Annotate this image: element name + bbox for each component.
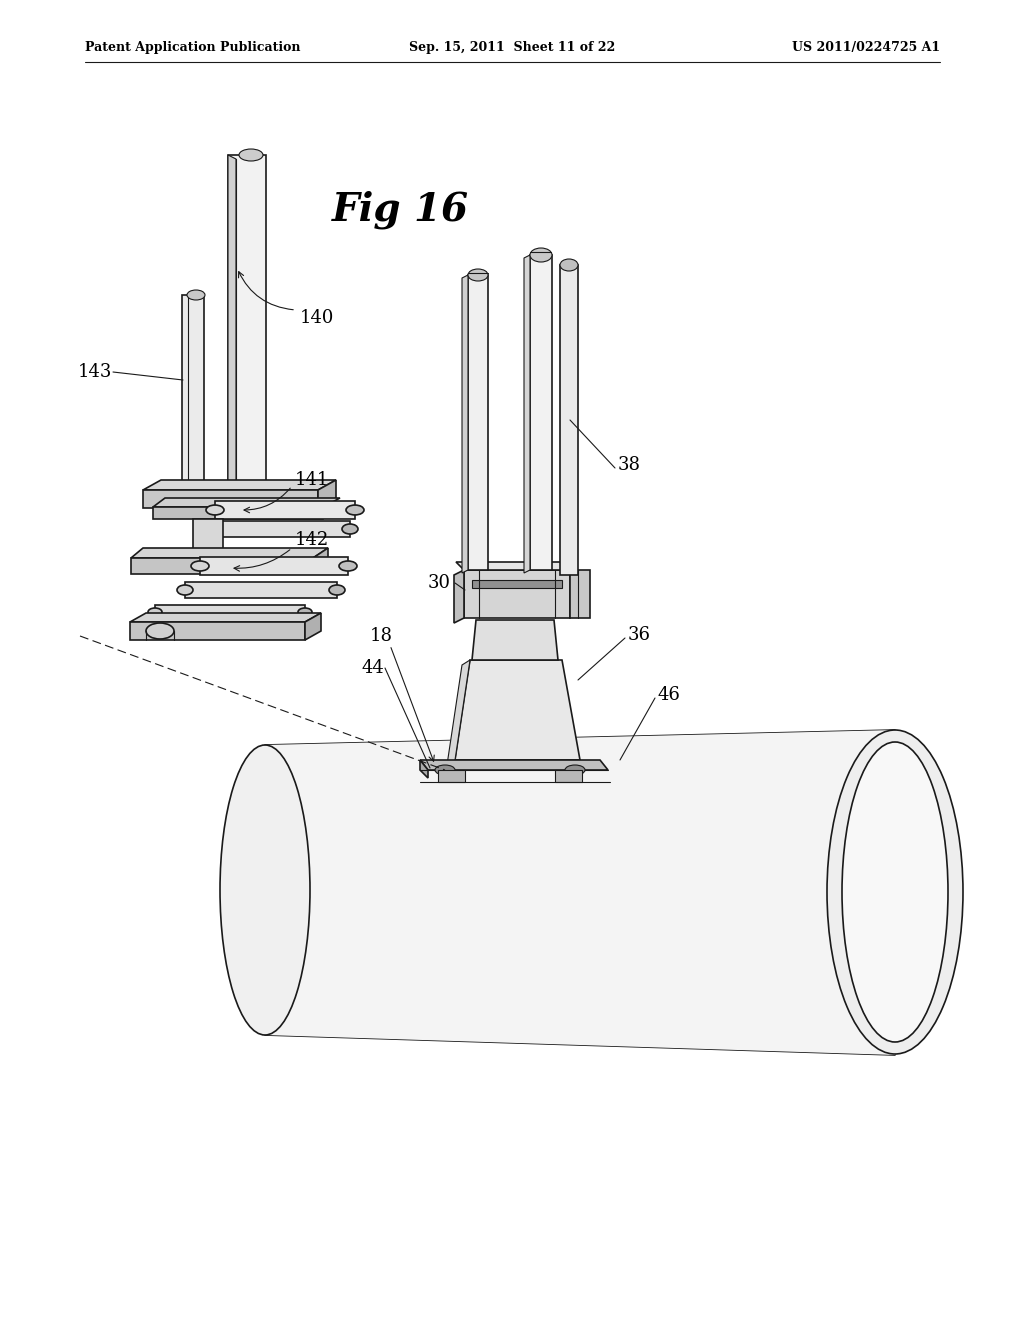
Polygon shape (305, 612, 321, 640)
Text: Fig 16: Fig 16 (332, 191, 469, 230)
Ellipse shape (239, 149, 263, 161)
Bar (472, 579, 562, 587)
Text: Sep. 15, 2011  Sheet 11 of 22: Sep. 15, 2011 Sheet 11 of 22 (409, 41, 615, 54)
Polygon shape (313, 548, 328, 574)
Text: 143: 143 (78, 363, 112, 381)
Polygon shape (193, 519, 223, 558)
Ellipse shape (177, 585, 193, 595)
Ellipse shape (346, 506, 364, 515)
Polygon shape (155, 605, 305, 619)
Text: US 2011/0224725 A1: US 2011/0224725 A1 (792, 41, 940, 54)
Polygon shape (468, 275, 488, 570)
Polygon shape (185, 582, 337, 598)
Polygon shape (143, 480, 336, 490)
Ellipse shape (148, 609, 162, 616)
Polygon shape (130, 612, 321, 622)
Polygon shape (215, 502, 355, 519)
Polygon shape (182, 294, 204, 490)
Polygon shape (555, 770, 582, 781)
Polygon shape (530, 255, 552, 570)
Text: 18: 18 (370, 627, 393, 645)
Polygon shape (200, 557, 348, 576)
Polygon shape (472, 620, 558, 660)
Polygon shape (570, 570, 590, 618)
Text: Patent Application Publication: Patent Application Publication (85, 41, 300, 54)
Text: 46: 46 (658, 686, 681, 704)
Ellipse shape (827, 730, 963, 1053)
Ellipse shape (191, 561, 209, 572)
Text: 140: 140 (300, 309, 335, 327)
Polygon shape (130, 622, 305, 640)
Polygon shape (560, 265, 578, 576)
Polygon shape (228, 154, 236, 492)
Text: 44: 44 (362, 659, 385, 677)
Polygon shape (153, 507, 323, 519)
Ellipse shape (187, 290, 205, 300)
Ellipse shape (206, 506, 224, 515)
Polygon shape (464, 570, 570, 618)
Text: 142: 142 (295, 531, 330, 549)
Polygon shape (420, 760, 608, 770)
Text: 141: 141 (295, 471, 330, 488)
Ellipse shape (435, 766, 455, 775)
Ellipse shape (146, 623, 174, 639)
Polygon shape (228, 154, 266, 490)
Polygon shape (265, 730, 895, 1055)
Polygon shape (153, 498, 340, 507)
Ellipse shape (468, 269, 488, 281)
Ellipse shape (298, 609, 312, 616)
Text: 36: 36 (628, 626, 651, 644)
Ellipse shape (560, 259, 578, 271)
Polygon shape (318, 480, 336, 508)
Polygon shape (454, 570, 464, 623)
Ellipse shape (565, 766, 585, 775)
Polygon shape (447, 660, 470, 766)
Polygon shape (143, 490, 318, 508)
Polygon shape (131, 558, 313, 574)
Polygon shape (462, 275, 468, 573)
Polygon shape (524, 255, 530, 573)
Ellipse shape (220, 744, 310, 1035)
Text: 38: 38 (618, 455, 641, 474)
Polygon shape (420, 760, 428, 777)
Ellipse shape (202, 524, 218, 535)
Ellipse shape (329, 585, 345, 595)
Polygon shape (438, 770, 465, 781)
Polygon shape (131, 548, 328, 558)
Text: 30: 30 (428, 574, 451, 591)
Polygon shape (455, 660, 580, 760)
Polygon shape (456, 562, 570, 570)
Polygon shape (210, 521, 350, 537)
Ellipse shape (842, 742, 948, 1041)
Ellipse shape (530, 248, 552, 261)
Ellipse shape (339, 561, 357, 572)
Ellipse shape (342, 524, 358, 535)
